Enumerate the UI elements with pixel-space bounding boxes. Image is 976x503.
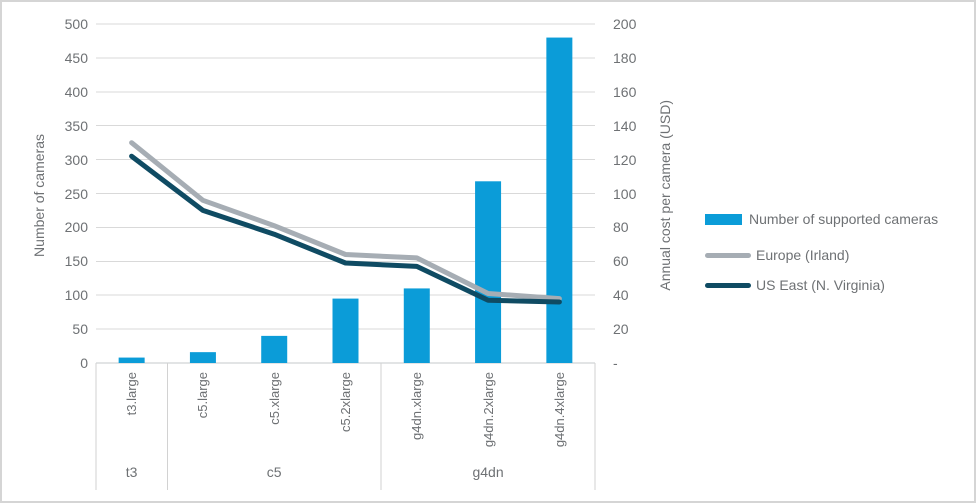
category-label: c5.large [195,372,211,419]
left-tick-450: 450 [64,49,88,66]
bar-c5.2xlarge [332,298,359,363]
left-tick-350: 350 [64,117,88,134]
chart-legend: Number of supported cameras Europe (Irlan… [705,2,971,501]
right-tick-180: 180 [613,49,637,66]
right-tick-200: 200 [613,16,637,32]
group-label: g4dn [472,464,504,480]
bar-g4dn.4xlarge [546,37,573,364]
left-tick-100: 100 [64,287,88,304]
right-tick-160: 160 [613,83,637,100]
category-label: c5.xlarge [266,372,282,425]
right-tick-120: 120 [613,151,637,168]
group-label: c5 [266,464,282,480]
bar-c5.large [189,352,216,363]
bar-g4dn.xlarge [403,288,430,363]
bar-t3.large [118,357,145,363]
legend-line-swatch-icon [705,252,751,258]
category-cell-c5.2xlarge: c5.2xlarge [310,366,381,458]
category-cell-t3.large: t3.large [96,366,167,458]
right-tick-60: 60 [613,253,629,270]
bar-c5.xlarge [261,335,288,363]
group-cell-t3: t3 [96,455,167,489]
legend-label: Europe (Irland) [756,247,850,263]
left-axis-title-box: Number of cameras [28,26,50,365]
right-axis-title: Annual cost per camera (USD) [657,100,673,291]
group-cell-c5: c5 [167,455,381,489]
bar-g4dn.2xlarge [475,181,502,363]
legend-label: US East (N. Virginia) [756,277,885,293]
legend-entry-2: US East (N. Virginia) [705,274,885,296]
category-cell-g4dn.xlarge: g4dn.xlarge [381,366,452,458]
category-cell-g4dn.2xlarge: g4dn.2xlarge [452,366,523,458]
category-label: t3.large [124,372,140,416]
category-cell-g4dn.4xlarge: g4dn.4xlarge [524,366,595,458]
left-tick-500: 500 [64,16,88,32]
category-cell-c5.large: c5.large [167,366,238,458]
legend-entry-0: Number of supported cameras [705,208,938,230]
line-series [129,140,562,302]
left-tick-400: 400 [64,83,88,100]
legend-label: Number of supported cameras [749,211,939,227]
category-cell-c5.xlarge: c5.xlarge [239,366,310,458]
right-tick-80: 80 [613,219,629,236]
right-tick-40: 40 [613,287,629,304]
category-label: g4dn.xlarge [409,372,425,440]
legend-bar-swatch-icon [705,213,742,225]
group-label: t3 [125,464,138,480]
right-tick-140: 140 [613,117,637,134]
group-cell-g4dn: g4dn [381,455,595,489]
category-label: g4dn.4xlarge [551,372,567,448]
left-tick-50: 50 [72,321,88,338]
category-label: g4dn.2xlarge [480,372,496,448]
right-tick-0: - [613,355,618,371]
line-series [129,153,562,305]
left-tick-250: 250 [64,185,88,202]
right-tick-100: 100 [613,185,637,202]
legend-entry-1: Europe (Irland) [705,244,849,266]
right-tick-20: 20 [613,321,629,338]
category-label: c5.2xlarge [337,372,353,432]
right-axis-title-box: Annual cost per camera (USD) [654,26,676,365]
left-tick-300: 300 [64,151,88,168]
left-tick-0: 0 [80,355,88,371]
left-tick-150: 150 [64,253,88,270]
legend-line-swatch-icon [705,282,751,288]
left-axis-title: Number of cameras [31,134,47,257]
left-tick-200: 200 [64,219,88,236]
